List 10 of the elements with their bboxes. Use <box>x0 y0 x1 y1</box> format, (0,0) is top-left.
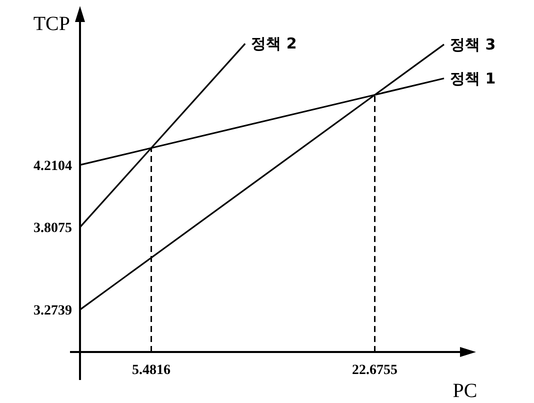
series-label: 정책 1 <box>450 69 496 88</box>
x-tick-label: 22.6755 <box>352 363 398 378</box>
y-axis-title: TCP <box>33 13 70 35</box>
y-tick-label: 3.8075 <box>34 221 72 236</box>
series-label: 정책 3 <box>450 35 496 54</box>
x-axis-title: PC <box>452 380 478 402</box>
y-tick-label: 3.2739 <box>34 304 72 319</box>
x-tick-label: 5.4816 <box>132 363 171 378</box>
series-label: 정책 2 <box>251 34 297 53</box>
y-tick-label: 4.2104 <box>34 158 72 174</box>
